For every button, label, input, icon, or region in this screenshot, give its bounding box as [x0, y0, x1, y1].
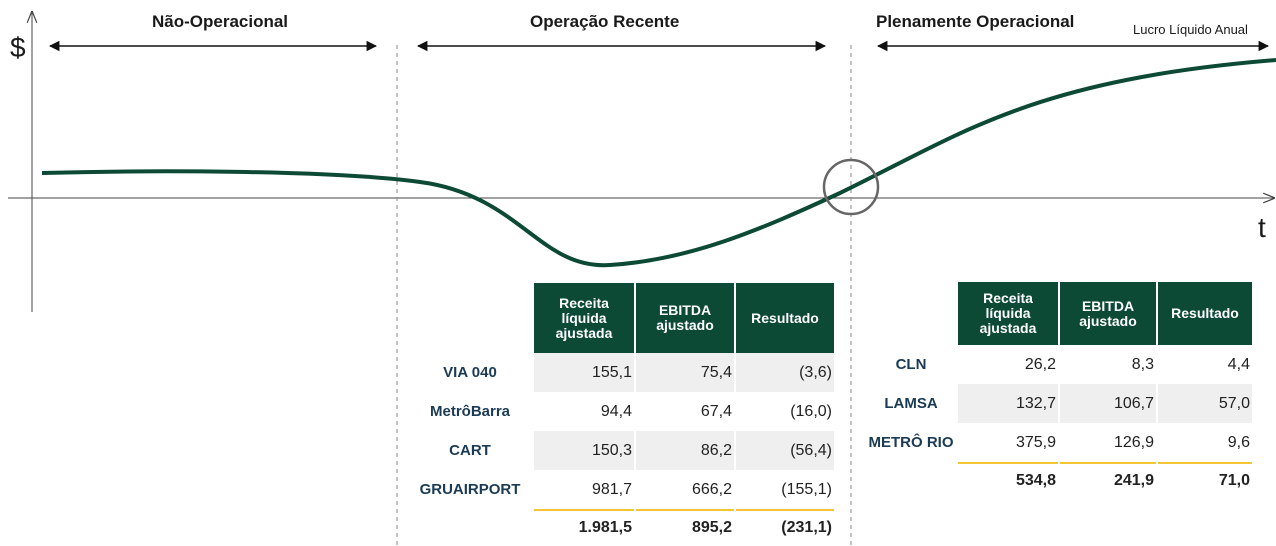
header-row: Receita líquida ajustada EBITDA ajustado R… — [868, 282, 1252, 345]
value-cell: 666,2 — [691, 480, 732, 498]
curve-label: Lucro Líquido Anual — [1133, 22, 1248, 37]
break-even-circle — [822, 158, 880, 216]
logo: GRUAIRPORT — [419, 481, 521, 498]
profit-curve — [41, 58, 1276, 268]
total-cell: 241,9 — [1060, 462, 1156, 498]
total-cell: (231,1) — [736, 509, 834, 545]
corner — [868, 282, 956, 345]
row: LAMSA 132,7 106,7 57,0 — [868, 384, 1252, 423]
value-cell: (56,4) — [736, 431, 834, 470]
value-cell: 4,4 — [1227, 355, 1250, 373]
header-cell: Receita líquida ajustada — [534, 283, 634, 353]
value-cell: 9,6 — [1227, 433, 1250, 451]
value-cell: 375,9 — [1015, 433, 1056, 451]
value-cell: 981,7 — [591, 480, 632, 498]
row: CLN 26,2 8,3 4,4 — [868, 345, 1252, 384]
value-cell: 126,9 — [1113, 433, 1154, 451]
header-row: Receita líquida ajustada EBITDA ajustado R… — [410, 283, 834, 353]
total-row: 1.981,5 895,2 (231,1) — [410, 509, 834, 545]
total-cell: 534,8 — [958, 462, 1058, 498]
logo: CLN — [895, 356, 927, 373]
row: VIA 040 155,1 75,4 (3,6) — [410, 353, 834, 392]
y-label: $ — [10, 32, 26, 63]
row: MetrôBarra 94,4 67,4 (16,0) — [410, 392, 834, 431]
header-cell: EBITDA ajustado — [636, 283, 734, 353]
value-cell: 132,7 — [958, 384, 1058, 423]
value-cell: 57,0 — [1158, 384, 1252, 423]
header-cell: EBITDA ajustado — [1060, 282, 1156, 345]
value-cell: 67,4 — [700, 402, 732, 420]
blank — [868, 462, 956, 498]
value-cell: (3,6) — [736, 353, 834, 392]
total-cell: 71,0 — [1158, 462, 1252, 498]
value-cell: (155,1) — [781, 480, 832, 498]
logo: CART — [449, 442, 491, 459]
phase-label: Operação Recente — [530, 12, 680, 31]
results-table: Receita líquida ajustada EBITDA ajustado R… — [408, 283, 836, 545]
value-cell: 8,3 — [1131, 355, 1154, 373]
corner — [410, 283, 532, 353]
header-cell: Resultado — [736, 283, 834, 353]
results-table: Receita líquida ajustada EBITDA ajustado R… — [866, 282, 1254, 498]
row: GRUAIRPORT 981,7 666,2 (155,1) — [410, 470, 834, 509]
value-cell: 155,1 — [534, 353, 634, 392]
value-cell: 86,2 — [636, 431, 734, 470]
value-cell: (16,0) — [790, 402, 832, 420]
phase-label: Não-Operacional — [152, 12, 289, 31]
logo: VIA 040 — [443, 364, 497, 381]
blank — [410, 509, 532, 545]
row: METRÔ RIO 375,9 126,9 9,6 — [868, 423, 1252, 462]
x-label: t — [1258, 212, 1266, 243]
value-cell: 106,7 — [1060, 384, 1156, 423]
header-cell: Receita líquida ajustada — [958, 282, 1058, 345]
logo: MetrôBarra — [429, 403, 511, 420]
value-cell: 26,2 — [1024, 355, 1056, 373]
logo: LAMSA — [884, 395, 938, 412]
value-cell: 75,4 — [636, 353, 734, 392]
value-cell: 150,3 — [534, 431, 634, 470]
total-cell: 1.981,5 — [534, 509, 634, 545]
value-cell: 94,4 — [600, 402, 632, 420]
header-cell: Resultado — [1158, 282, 1252, 345]
row: CART 150,3 86,2 (56,4) — [410, 431, 834, 470]
total-cell: 895,2 — [636, 509, 734, 545]
total-row: 534,8 241,9 71,0 — [868, 462, 1252, 498]
phase-label: Plenamente Operacional — [876, 12, 1075, 31]
logo: METRÔ RIO — [868, 434, 954, 451]
